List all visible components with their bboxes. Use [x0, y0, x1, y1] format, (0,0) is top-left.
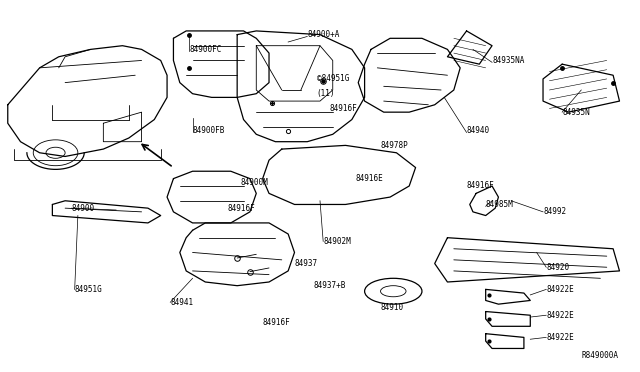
- Text: 84985M: 84985M: [486, 200, 513, 209]
- Text: 84916F: 84916F: [467, 182, 494, 190]
- Text: 84920: 84920: [546, 263, 570, 272]
- Text: 84902M: 84902M: [323, 237, 351, 246]
- Text: 84940: 84940: [467, 126, 490, 135]
- Text: 84922E: 84922E: [546, 333, 574, 342]
- Text: 84951G: 84951G: [75, 285, 102, 294]
- Text: 84910: 84910: [381, 303, 404, 312]
- Text: 84900+A: 84900+A: [307, 30, 340, 39]
- Text: 84900FB: 84900FB: [193, 126, 225, 135]
- Text: 84900: 84900: [72, 203, 95, 213]
- Text: 84935N: 84935N: [562, 108, 590, 117]
- Text: 84900FC: 84900FC: [189, 45, 221, 54]
- Text: 84941: 84941: [170, 298, 193, 307]
- Text: 84916F: 84916F: [330, 104, 357, 113]
- Text: 84916F: 84916F: [262, 318, 291, 327]
- Text: 84922E: 84922E: [546, 311, 574, 320]
- Text: 84937+B: 84937+B: [314, 281, 346, 290]
- Text: 84937: 84937: [294, 259, 317, 268]
- Text: 84992: 84992: [543, 207, 566, 217]
- Text: 84916F: 84916F: [228, 203, 255, 213]
- Text: R849000A: R849000A: [581, 351, 618, 360]
- Text: 84978P: 84978P: [381, 141, 408, 150]
- Text: 84916E: 84916E: [355, 174, 383, 183]
- Text: 84922E: 84922E: [546, 285, 574, 294]
- Text: 84935NA: 84935NA: [492, 56, 524, 65]
- Text: 84900M: 84900M: [241, 178, 268, 187]
- Text: (11): (11): [317, 89, 335, 98]
- Text: ©84951G: ©84951G: [317, 74, 349, 83]
